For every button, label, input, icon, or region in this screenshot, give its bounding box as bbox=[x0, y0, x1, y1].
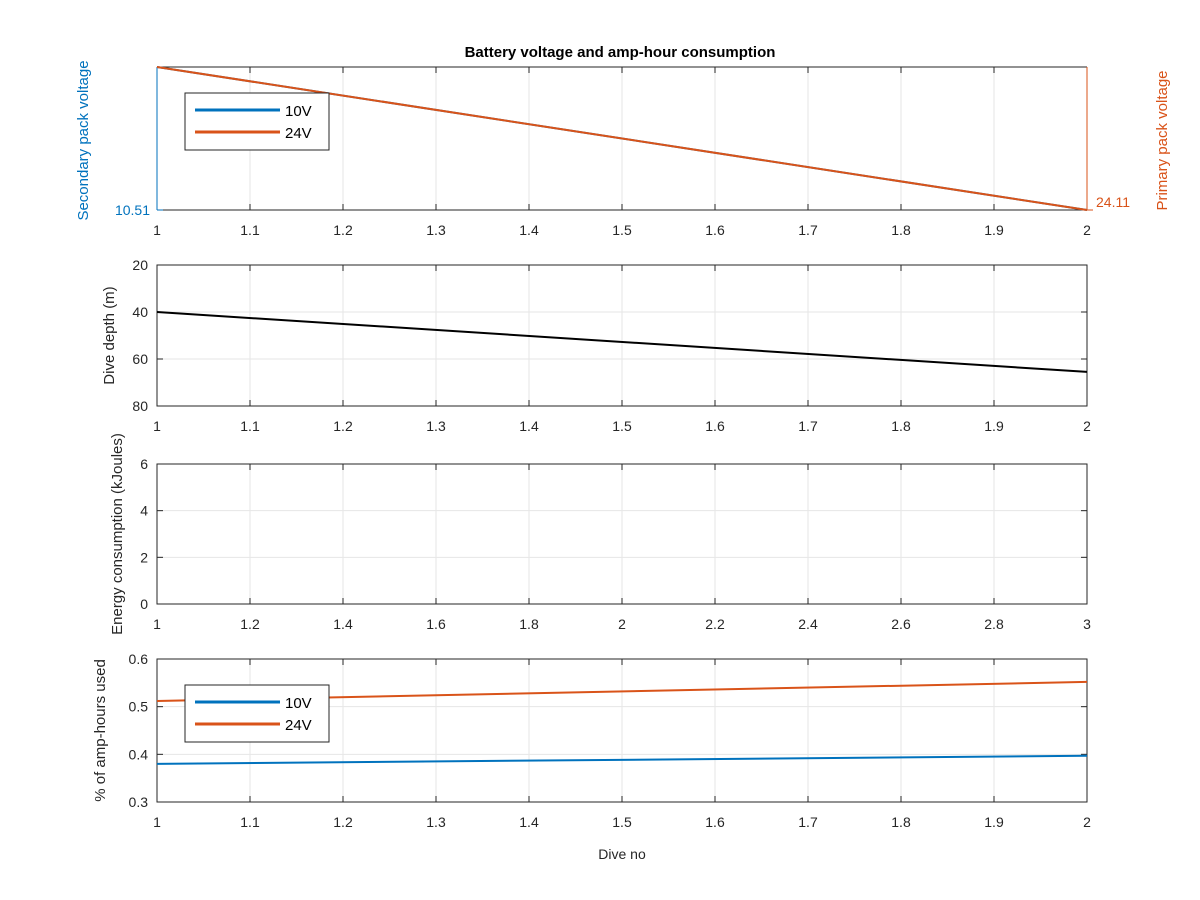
x-axis-label: Dive no bbox=[598, 846, 646, 862]
axes-depth: 1 1.1 1.2 1.3 1.4 1.5 1.6 1.7 1.8 1.9 2 20 40 60 80 Div… bbox=[101, 257, 1091, 434]
axes-box bbox=[156, 463, 1088, 605]
y-tick-label: 0 bbox=[140, 596, 148, 612]
legend-label: 24V bbox=[285, 717, 312, 734]
x-tick-label: 1.2 bbox=[333, 418, 353, 434]
x-tick-label: 2.8 bbox=[984, 616, 1004, 632]
x-tick-label: 1 bbox=[153, 616, 161, 632]
x-tick-label: 1 bbox=[153, 222, 161, 238]
x-tick-label: 1.7 bbox=[798, 222, 818, 238]
y-tick-label-right: 24.11 bbox=[1096, 194, 1130, 210]
y-tick-label: 80 bbox=[132, 398, 148, 414]
x-tick-label: 1.8 bbox=[891, 418, 911, 434]
x-tick-label: 1.7 bbox=[798, 814, 818, 830]
x-tick-label: 1.6 bbox=[705, 222, 725, 238]
x-tick-label: 3 bbox=[1083, 616, 1091, 632]
x-tick-label: 2.4 bbox=[798, 616, 818, 632]
legend-box bbox=[184, 92, 330, 151]
x-tick-label: 1.4 bbox=[519, 418, 539, 434]
x-tick-label: 1.5 bbox=[612, 418, 632, 434]
legend-label: 10V bbox=[285, 103, 312, 120]
x-tick-label: 1.3 bbox=[426, 418, 446, 434]
x-tick-label: 1.8 bbox=[891, 814, 911, 830]
axes-box bbox=[156, 658, 1088, 803]
x-tick-label: 1 bbox=[153, 814, 161, 830]
x-tick-label: 1.9 bbox=[984, 418, 1004, 434]
y-axis-label: Dive depth (m) bbox=[101, 286, 118, 384]
y-tick-label: 20 bbox=[132, 257, 148, 273]
axes-amphours: 1 1.1 1.2 1.3 1.4 1.5 1.6 1.7 1.8 1.9 2 0.3 0.4 0.5 0.… bbox=[92, 651, 1091, 862]
y-tick-label: 4 bbox=[140, 503, 148, 519]
x-tick-label: 2 bbox=[1083, 418, 1091, 434]
y-tick-label: 40 bbox=[132, 304, 148, 320]
y-axis-label: % of amp-hours used bbox=[92, 659, 109, 802]
plots-container: 1 1.1 1.2 1.3 1.4 1.5 1.6 1.7 1.8 1.9 210.51 24.11S… bbox=[75, 60, 1171, 862]
legend-box bbox=[184, 684, 330, 743]
x-tick-label: 1.5 bbox=[612, 222, 632, 238]
x-tick-label: 1.2 bbox=[333, 222, 353, 238]
legend-label: 24V bbox=[285, 125, 312, 142]
axes-energy: 1 1.2 1.4 1.6 1.8 2 2.2 2.4 2.6 2.8 3 0 2 4 6 Energy co… bbox=[109, 433, 1091, 635]
y-tick-label: 6 bbox=[140, 456, 148, 472]
x-tick-label: 1.7 bbox=[798, 418, 818, 434]
x-tick-label: 1.2 bbox=[240, 616, 260, 632]
y-tick-label: 60 bbox=[132, 351, 148, 367]
series-line bbox=[156, 311, 1088, 373]
x-tick-label: 2 bbox=[1083, 814, 1091, 830]
axes-box bbox=[156, 264, 1088, 407]
y-tick-label-left: 10.51 bbox=[115, 202, 150, 218]
y-axis-label-left: Secondary pack voltage bbox=[75, 60, 92, 220]
x-tick-label: 1.1 bbox=[240, 418, 260, 434]
x-tick-label: 1.6 bbox=[426, 616, 446, 632]
x-tick-label: 2 bbox=[618, 616, 626, 632]
x-tick-label: 2.6 bbox=[891, 616, 911, 632]
y-tick-label: 0.6 bbox=[129, 651, 149, 667]
x-tick-label: 1.9 bbox=[984, 814, 1004, 830]
y-tick-label: 0.3 bbox=[129, 794, 149, 810]
series-line-10v bbox=[156, 754, 1088, 765]
x-tick-label: 1.4 bbox=[333, 616, 353, 632]
x-tick-label: 1.1 bbox=[240, 814, 260, 830]
x-tick-label: 1 bbox=[153, 418, 161, 434]
y-tick-label: 2 bbox=[140, 549, 148, 565]
x-tick-label: 1.4 bbox=[519, 814, 539, 830]
x-tick-label: 1.3 bbox=[426, 222, 446, 238]
x-tick-label: 1.6 bbox=[705, 814, 725, 830]
series-line-24v bbox=[156, 66, 1088, 211]
y-tick-label: 0.5 bbox=[129, 699, 149, 715]
legend-label: 10V bbox=[285, 695, 312, 712]
x-tick-label: 1.4 bbox=[519, 222, 539, 238]
axes-voltage: 1 1.1 1.2 1.3 1.4 1.5 1.6 1.7 1.8 1.9 2 10.51 24.11 S… bbox=[75, 60, 1171, 238]
x-tick-label: 1.9 bbox=[984, 222, 1004, 238]
x-tick-label: 1.1 bbox=[240, 222, 260, 238]
y-tick-label: 0.4 bbox=[129, 746, 149, 762]
y-axis-label-right: Primary pack voltage bbox=[1154, 70, 1171, 210]
x-tick-label: 2.2 bbox=[705, 616, 725, 632]
y-axis-label: Energy consumption (kJoules) bbox=[109, 433, 126, 635]
x-tick-label: 1.5 bbox=[612, 814, 632, 830]
figure-title: Battery voltage and amp-hour consumption bbox=[465, 44, 776, 61]
x-tick-label: 1.2 bbox=[333, 814, 353, 830]
x-tick-label: 2 bbox=[1083, 222, 1091, 238]
x-tick-label: 1.6 bbox=[705, 418, 725, 434]
x-tick-label: 1.8 bbox=[519, 616, 539, 632]
x-tick-label: 1.3 bbox=[426, 814, 446, 830]
x-tick-label: 1.8 bbox=[891, 222, 911, 238]
